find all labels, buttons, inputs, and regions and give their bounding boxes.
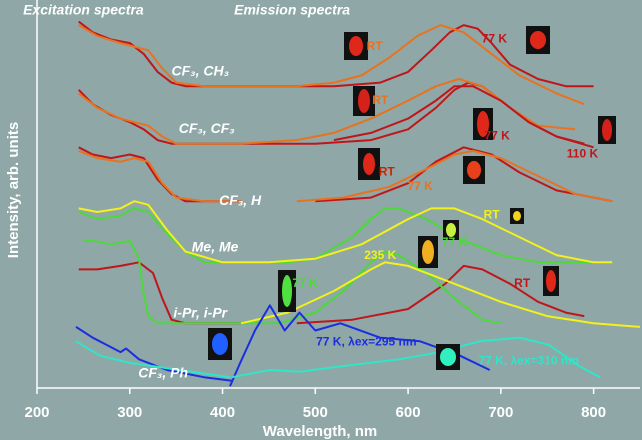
annotation: RT bbox=[379, 165, 396, 179]
annotation: 110 K bbox=[567, 147, 599, 161]
annotation: CF₃, CF₃ bbox=[179, 120, 235, 136]
annotation: CF₃, H bbox=[219, 192, 262, 208]
annotation: 77 K bbox=[482, 32, 508, 46]
x-tick-label: 300 bbox=[117, 404, 142, 421]
annotation: CF₃, Ph bbox=[138, 364, 188, 380]
annotation: Emission spectra bbox=[234, 1, 350, 17]
annotation: Excitation spectra bbox=[23, 1, 144, 17]
annotation: RT bbox=[367, 39, 384, 53]
x-tick-label: 400 bbox=[210, 404, 235, 421]
annotation: RT bbox=[484, 208, 501, 222]
annotation: Me, Me bbox=[192, 239, 239, 255]
annotation: 77 K bbox=[484, 129, 510, 143]
annotation: RT bbox=[372, 93, 389, 107]
annotation: i-Pr, i-Pr bbox=[173, 305, 228, 321]
spectrum-line bbox=[78, 24, 585, 106]
x-tick-label: 200 bbox=[24, 404, 49, 421]
annotation: RT bbox=[514, 276, 531, 290]
x-axis-label: Wavelength, nm bbox=[263, 423, 377, 440]
annotation: 77 K bbox=[442, 235, 468, 249]
spectrum-line bbox=[333, 85, 594, 149]
x-tick-label: 600 bbox=[396, 404, 421, 421]
x-tick-label: 700 bbox=[488, 404, 513, 421]
annotation: 77 K bbox=[292, 276, 318, 290]
annotation: CF₃, CH₃ bbox=[172, 63, 230, 79]
x-tick-label: 500 bbox=[303, 404, 328, 421]
y-axis-label: Intensity, arb. units bbox=[5, 122, 22, 258]
spectrum-line bbox=[75, 304, 491, 387]
spectrum-line bbox=[78, 78, 576, 145]
spectrum-line bbox=[240, 261, 641, 328]
annotation: 77 K, λex=310 nm bbox=[478, 354, 578, 368]
annotation: 77 K bbox=[407, 179, 433, 193]
x-tick-label: 800 bbox=[581, 404, 606, 421]
annotation: 235 K bbox=[364, 248, 396, 262]
spectrum-line bbox=[78, 200, 613, 264]
annotation: 77 K, λex=295 nm bbox=[316, 335, 416, 349]
curves bbox=[75, 20, 641, 387]
crystal-photos bbox=[208, 26, 616, 370]
spectrum-line bbox=[78, 149, 613, 203]
